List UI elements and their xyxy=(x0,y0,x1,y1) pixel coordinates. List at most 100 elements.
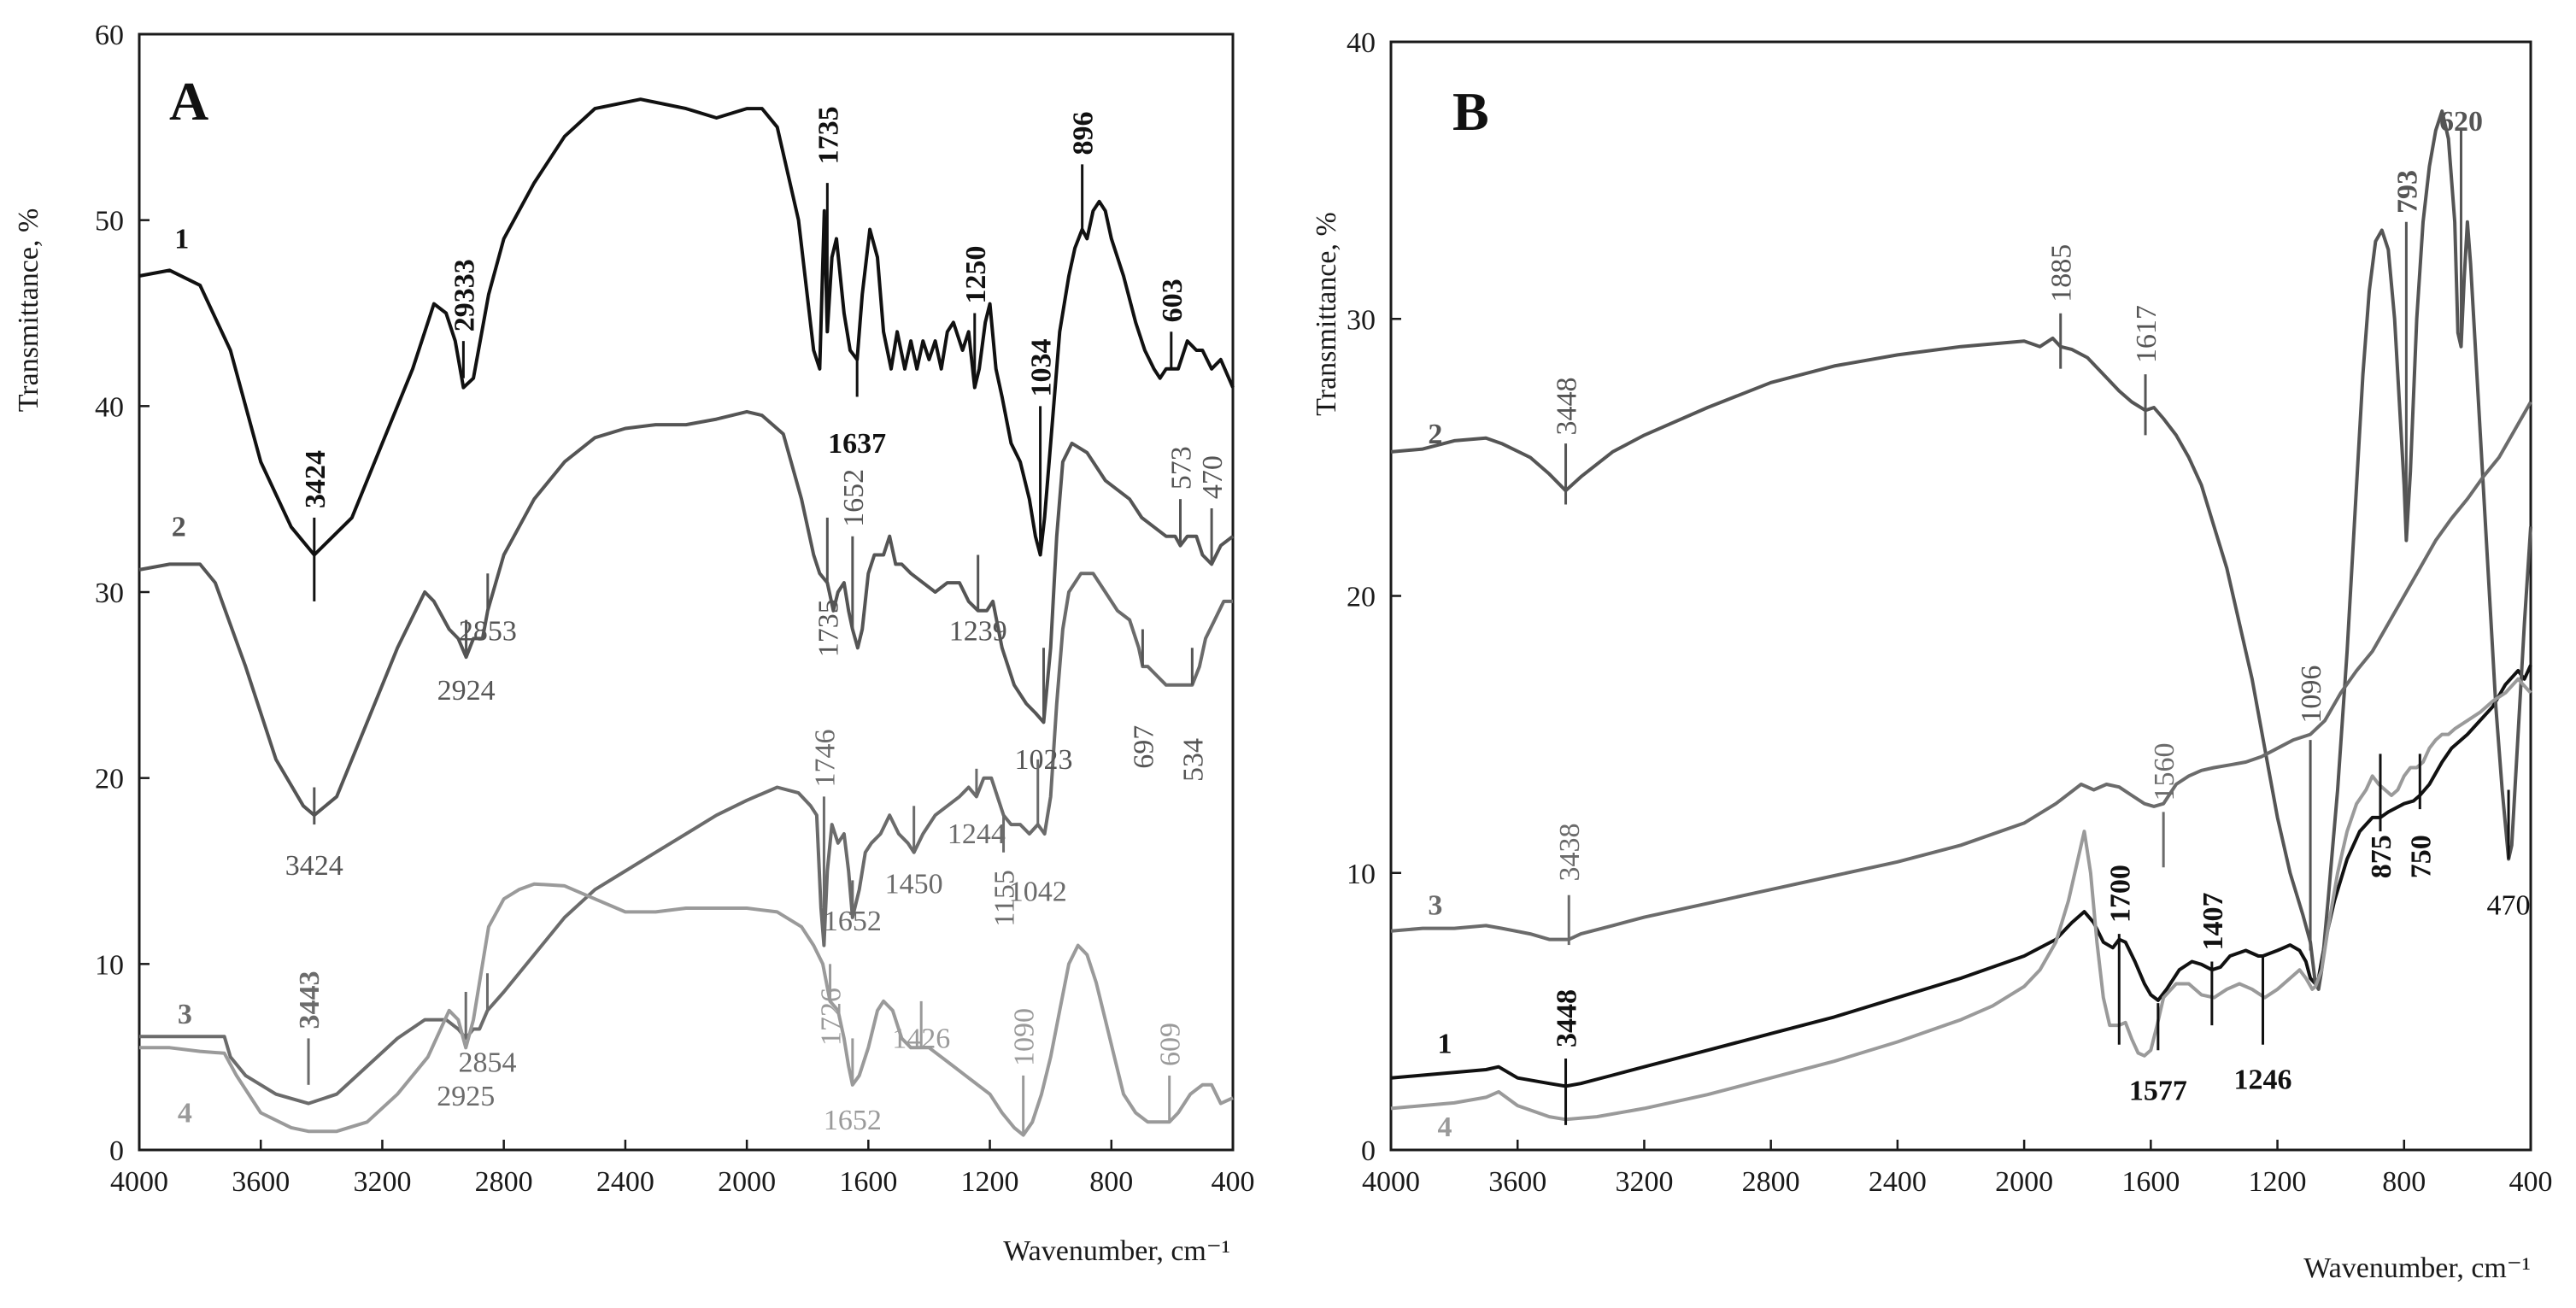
panel-a-peak-label: 29333 xyxy=(449,259,480,331)
panel-a-peak-label: 1652 xyxy=(824,1105,882,1136)
panel-a-x-tick-label: 4000 xyxy=(110,1166,168,1198)
panel-a-letter: A xyxy=(169,71,208,132)
panel-a-series-1-line xyxy=(138,97,1235,557)
panel-a-y-axis-title: Transmittance, % xyxy=(13,208,44,413)
panel-a-peak-label: 896 xyxy=(1068,111,1100,155)
panel-b-peak-label: 620 xyxy=(2439,106,2483,138)
panel-a-y-tick-label: 60 xyxy=(95,20,124,51)
panel-a-peak-label: 1735 xyxy=(813,599,844,657)
panel-b-y-tick-label: 30 xyxy=(1347,304,1376,336)
panel-b-x-tick-label: 1600 xyxy=(2121,1166,2180,1198)
panel-b-peak-label: 1885 xyxy=(2046,244,2078,302)
panel-b-x-tick-label: 2400 xyxy=(1869,1166,1927,1198)
panel-b-peak-label: 1617 xyxy=(2131,305,2162,363)
panel-a-peak-label: 1034 xyxy=(1026,338,1058,396)
panel-a-x-tick-label: 2400 xyxy=(596,1166,654,1198)
panel-a-peak-label: 2854 xyxy=(458,1047,516,1079)
panel-b-letter: B xyxy=(1452,81,1489,142)
panel-b-peak-label: 793 xyxy=(2391,170,2423,214)
panel-a-x-tick-label: 800 xyxy=(1089,1166,1133,1198)
panel-b-peak-label: 1560 xyxy=(2149,742,2180,801)
panel-a-peak-label: 1244 xyxy=(948,818,1006,850)
panel-b-series-1-line xyxy=(1390,664,2532,1088)
panel-a-y-tick-label: 0 xyxy=(109,1135,124,1167)
panel-b-series-4-label: 4 xyxy=(1437,1112,1452,1143)
panel-a-y-tick-label: 10 xyxy=(95,949,124,981)
panel-b-peak-label: 1096 xyxy=(2296,666,2327,724)
panel-a-series-2-line xyxy=(138,409,1235,818)
panel-a-y-tick-label: 50 xyxy=(95,206,124,238)
panel-b-y-axis-title: Transmittance, % xyxy=(1311,212,1342,416)
panel-b-peak-label: 3448 xyxy=(1552,989,1583,1047)
panel-a-peak-label: 1239 xyxy=(949,616,1007,648)
panel-a-series-4-label: 4 xyxy=(178,1097,192,1129)
panel-b-peak-label: 470 xyxy=(2487,889,2531,921)
panel-b-x-tick-label: 1200 xyxy=(2249,1166,2307,1198)
panel-b-peak-label: 3438 xyxy=(1554,823,1586,881)
panel-b-y-tick-label: 10 xyxy=(1347,859,1376,890)
panel-a-peak-label: 603 xyxy=(1157,279,1188,322)
panel-b-y-tick-label: 0 xyxy=(1361,1135,1376,1167)
panel-b-peak-label: 1700 xyxy=(2104,865,2136,923)
panel-b-series-3-label: 3 xyxy=(1428,889,1442,921)
panel-a-peak-label: 1042 xyxy=(1009,876,1067,907)
panel-a-x-tick-label: 1600 xyxy=(839,1166,897,1198)
panel-a-peak-label: 3443 xyxy=(294,971,326,1029)
panel-b-plot-frame xyxy=(1389,40,2532,1152)
panel-a-peak-label: 609 xyxy=(1155,1023,1187,1066)
panel-b-y-tick-label: 40 xyxy=(1347,27,1376,59)
panel-b-series-1-label: 1 xyxy=(1437,1029,1452,1060)
panel-b-x-tick-label: 3200 xyxy=(1615,1166,1673,1198)
panel-a-x-axis-title: Wavenumber, cm⁻¹ xyxy=(1003,1235,1230,1267)
panel-a-peak-label: 470 xyxy=(1197,455,1229,499)
panel-a-peak-label: 1726 xyxy=(816,988,848,1046)
panel-a-x-tick-label: 2000 xyxy=(718,1166,776,1198)
panel-a-peak-label: 697 xyxy=(1128,725,1159,769)
panel-a-x-tick-label: 3600 xyxy=(232,1166,290,1198)
panel-b-series-4-line xyxy=(1390,677,2532,1122)
panel-a-series-2-label: 2 xyxy=(172,512,186,543)
panel-a: 4000 3600 3200 2800 2400 2000 1600 1200 800 40001… xyxy=(13,20,1255,1267)
panel-b-peak-label: 750 xyxy=(2405,835,2437,878)
panel-a-peak-label: 1155 xyxy=(989,870,1021,927)
panel-a-peak-label: 573 xyxy=(1165,446,1197,490)
panel-b-peak-label: 3448 xyxy=(1552,377,1583,435)
panel-b-x-tick-label: 2000 xyxy=(1995,1166,2053,1198)
panel-a-x-tick-label: 3200 xyxy=(353,1166,411,1198)
panel-a-peak-label: 1450 xyxy=(885,869,943,900)
panel-a-series-4-line xyxy=(139,882,1234,1137)
panel-a-y-tick-label: 20 xyxy=(95,764,124,795)
panel-b-peak-label: 875 xyxy=(2366,835,2397,878)
panel-b-peak-label: 1246 xyxy=(2234,1065,2292,1096)
panel-b-x-tick-label: 4000 xyxy=(1362,1166,1420,1198)
panel-a-peak-label: 3424 xyxy=(285,850,343,882)
panel-a-y-tick-label: 30 xyxy=(95,578,124,609)
panel-b-y-tick-label: 20 xyxy=(1347,582,1376,613)
panel-b-series-2-label: 2 xyxy=(1428,419,1442,450)
panel-a-peak-label: 1652 xyxy=(824,906,882,937)
panel-a-x-tick-label: 400 xyxy=(1212,1166,1255,1198)
panel-a-peak-label: 1637 xyxy=(828,428,886,460)
panel-b-peak-label: 1577 xyxy=(2129,1076,2187,1107)
panel-b-series-3-line xyxy=(1390,401,2532,941)
panel-a-peak-label: 1735 xyxy=(813,106,844,164)
panel-b-peak-label: 1407 xyxy=(2198,893,2229,951)
panel-a-peak-label: 1023 xyxy=(1014,744,1072,776)
panel-a-peak-label: 1746 xyxy=(809,730,841,788)
panel-a-peak-label: 2925 xyxy=(437,1081,495,1112)
panel-a-peak-label: 1090 xyxy=(1009,1008,1041,1066)
panel-a-x-tick-label: 2800 xyxy=(475,1166,533,1198)
panel-a-y-tick-label: 40 xyxy=(95,391,124,423)
panel-a-x-tick-label: 1200 xyxy=(961,1166,1019,1198)
panel-a-peak-label: 1250 xyxy=(960,246,992,304)
panel-a-peak-label: 1426 xyxy=(892,1023,950,1054)
panel-a-peak-label: 3424 xyxy=(300,450,332,508)
panel-a-peak-label: 2924 xyxy=(437,675,496,707)
panel-b-x-tick-label: 400 xyxy=(2509,1166,2553,1198)
panel-b-x-tick-label: 800 xyxy=(2382,1166,2426,1198)
panel-a-peak-label: 534 xyxy=(1177,738,1209,782)
panel-a-series-1-label: 1 xyxy=(174,223,189,255)
panel-a-peak-label: 1652 xyxy=(838,469,870,527)
panel-b-x-axis-title: Wavenumber, cm⁻¹ xyxy=(2303,1252,2531,1284)
